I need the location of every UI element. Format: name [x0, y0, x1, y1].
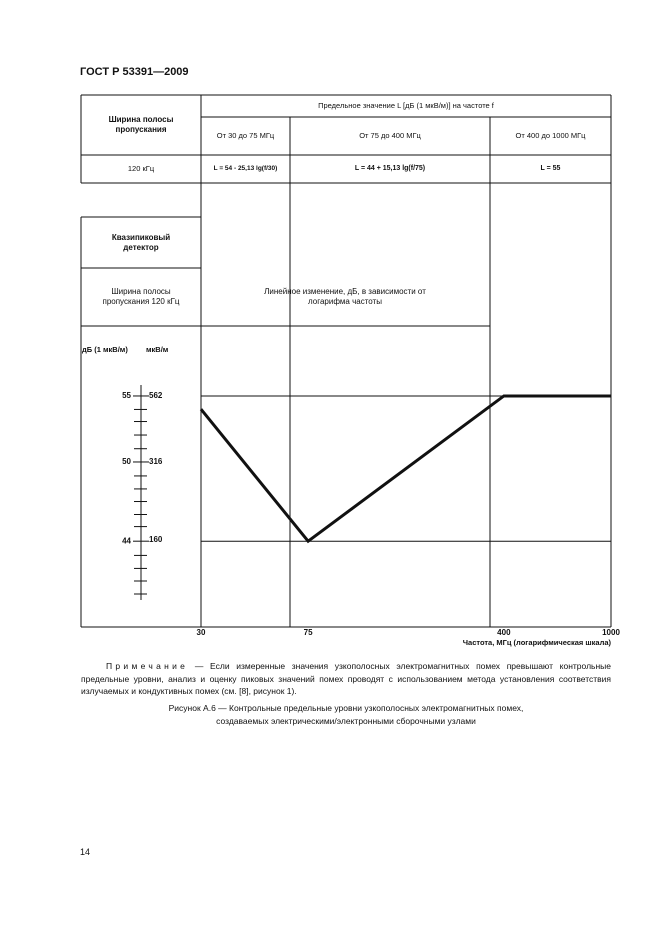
- detector: Квазипиковый детектор: [111, 232, 171, 252]
- range: От 30 до 75 МГц: [216, 131, 275, 140]
- y2-tick-label: 562: [149, 391, 163, 400]
- caption-line: Рисунок А.6 — Контрольные предельные уро…: [168, 703, 524, 713]
- limit-header: Предельное значение L [дБ (1 мкВ/м)] на …: [318, 101, 494, 110]
- caption-line: создаваемых электрическими/электронными …: [216, 715, 476, 726]
- range: От 400 до 1000 МГц: [515, 131, 586, 140]
- caption: Рисунок А.6 — Контрольные предельные уро…: [81, 702, 611, 727]
- note-label: Примечание: [106, 661, 189, 671]
- y2-axis-label: мкВ/м: [146, 345, 169, 354]
- limit-line: [199, 394, 611, 544]
- note: Примечание — Если измеренные значения уз…: [81, 660, 611, 698]
- formula: L = 54 - 25,13 lg(f/30): [213, 165, 278, 172]
- y2-tick-label: 160: [149, 535, 163, 544]
- formula: L = 44 + 15,13 lg(f/75): [354, 165, 426, 172]
- page-number: 14: [80, 847, 91, 857]
- range: От 75 до 400 МГц: [359, 131, 421, 140]
- x-axis-label: Частота, МГц (логарифмическая шкала): [462, 638, 611, 647]
- bandwidth-label: Ширина полосы пропускания 120 кГц: [102, 287, 180, 306]
- x-tick-label: 75: [304, 628, 313, 637]
- x-tick-label: 1000: [602, 628, 620, 637]
- note-text: — Если измеренные значения узкополосных …: [81, 661, 611, 696]
- table-frame: [80, 94, 612, 628]
- formula: L = 55: [540, 165, 561, 172]
- x-tick-label: 30: [197, 628, 206, 637]
- y-axis-label: дБ (1 мкВ/м): [82, 345, 128, 354]
- y-tick-label: 55: [122, 391, 131, 400]
- y2-tick-label: 316: [149, 457, 163, 466]
- y-tick-label: 50: [122, 457, 131, 466]
- region-label: Линейное изменение, дБ, в зависимости от…: [264, 287, 426, 306]
- y-tick-label: 44: [122, 536, 131, 545]
- bandwidth-header: Ширина полосы пропускания: [108, 115, 174, 134]
- bandwidth-value: 120 кГц: [127, 164, 155, 173]
- doc-title: ГОСТ Р 53391—2009: [80, 66, 189, 78]
- x-tick-label: 400: [497, 628, 511, 637]
